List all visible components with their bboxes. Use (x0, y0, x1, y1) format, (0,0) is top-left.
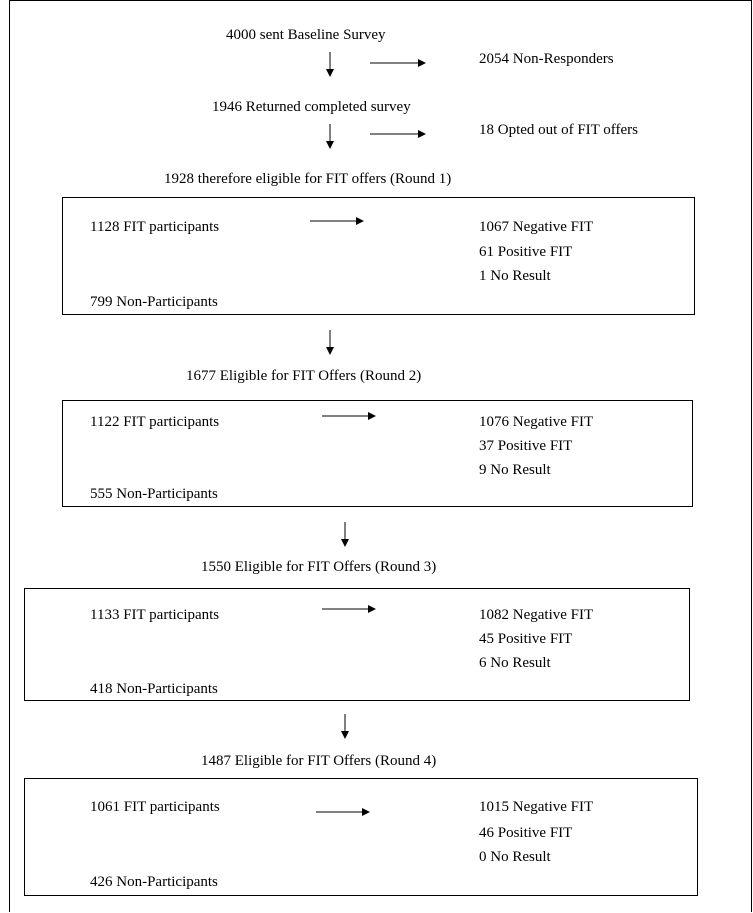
round-1-no-result: 1 No Result (479, 268, 551, 284)
round-1-positive: 61 Positive FIT (479, 244, 573, 260)
round-2-box (62, 400, 693, 507)
round-3-participants: 1133 FIT participants (90, 607, 220, 623)
non-responders: 2054 Non-Responders (479, 51, 614, 67)
opted-out: 18 Opted out of FIT offers (479, 122, 639, 138)
round-2-participants: 1122 FIT participants (90, 414, 220, 430)
round-3-non-participants: 418 Non-Participants (90, 681, 218, 697)
round-4-positive: 46 Positive FIT (479, 825, 573, 841)
round-1-non-participants: 799 Non-Participants (90, 294, 218, 310)
round-2-non-participants: 555 Non-Participants (90, 486, 218, 502)
round-3-box (24, 588, 690, 701)
round-4-box (24, 778, 698, 896)
figure-frame (9, 0, 752, 912)
baseline-survey-sent: 4000 sent Baseline Survey (226, 27, 386, 43)
eligible-round-1: 1928 therefore eligible for FIT offers (… (164, 171, 452, 187)
round-3-no-result: 6 No Result (479, 655, 551, 671)
round-4-participants: 1061 FIT participants (90, 799, 220, 815)
round-1-participants: 1128 FIT participants (90, 219, 220, 235)
round-4-non-participants: 426 Non-Participants (90, 874, 218, 890)
eligible-round-2: 1677 Eligible for FIT Offers (Round 2) (186, 368, 422, 384)
round-4-no-result: 0 No Result (479, 849, 551, 865)
returned-survey: 1946 Returned completed survey (212, 99, 411, 115)
eligible-round-4: 1487 Eligible for FIT Offers (Round 4) (201, 753, 437, 769)
round-1-box (62, 197, 695, 315)
round-3-positive: 45 Positive FIT (479, 631, 573, 647)
round-3-negative: 1082 Negative FIT (479, 607, 594, 623)
round-1-negative: 1067 Negative FIT (479, 219, 594, 235)
round-2-negative: 1076 Negative FIT (479, 414, 594, 430)
round-4-negative: 1015 Negative FIT (479, 799, 594, 815)
eligible-round-3: 1550 Eligible for FIT Offers (Round 3) (201, 559, 437, 575)
round-2-positive: 37 Positive FIT (479, 438, 573, 454)
round-2-no-result: 9 No Result (479, 462, 551, 478)
